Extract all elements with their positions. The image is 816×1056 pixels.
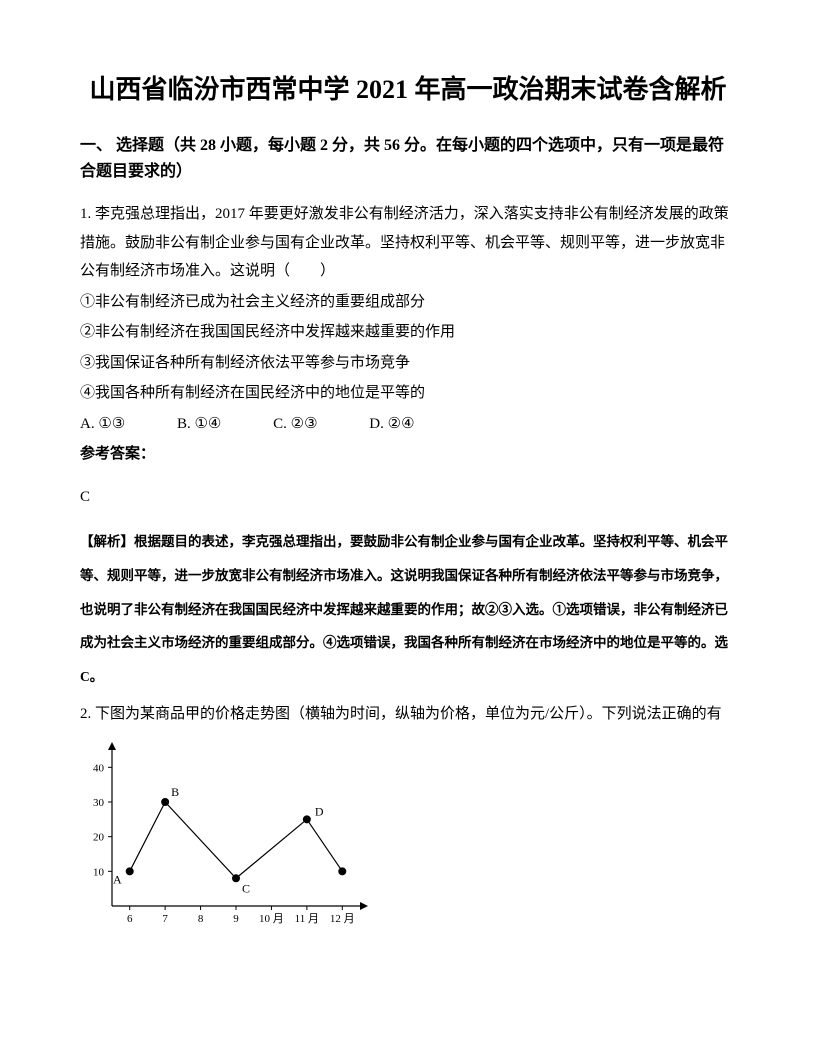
svg-text:10 月: 10 月 [259, 913, 284, 925]
page-title: 山西省临汾市西常中学 2021 年高一政治期末试卷含解析 [80, 70, 736, 109]
svg-text:20: 20 [93, 832, 105, 844]
svg-text:10: 10 [93, 867, 105, 879]
q1-opt-b: B. ①④ [177, 410, 221, 439]
svg-text:9: 9 [233, 913, 239, 925]
svg-text:7: 7 [162, 913, 168, 925]
svg-text:A: A [113, 873, 122, 887]
svg-text:40: 40 [93, 763, 105, 775]
q1-choice-3: ③我国保证各种所有制经济依法平等参与市场竞争 [80, 349, 736, 378]
svg-text:D: D [315, 805, 324, 819]
q1-answer-letter: C [80, 483, 736, 512]
q1-stem: 1. 李克强总理指出，2017 年要更好激发非公有制经济活力，深入落实支持非公有… [80, 200, 736, 286]
svg-text:B: B [171, 785, 179, 799]
q1-choice-2: ②非公有制经济在我国国民经济中发挥越来越重要的作用 [80, 318, 736, 347]
q1-explanation: 【解析】根据题目的表述，李克强总理指出，要鼓励非公有制企业参与国有企业改革。坚持… [80, 525, 736, 694]
q1-choice-1: ①非公有制经济已成为社会主义经济的重要组成部分 [80, 288, 736, 317]
q2-chart: 10 20 30 40 6 7 8 9 10 月 11 月 12 月 A B C D [80, 740, 370, 941]
q1-opt-a: A. ①③ [80, 410, 125, 439]
q2-stem: 2. 下图为某商品甲的价格走势图（横轴为时间，纵轴为价格，单位为元/公斤）。下列… [80, 700, 736, 729]
q1-opt-d: D. ②④ [369, 410, 414, 439]
q1-options: A. ①③ B. ①④ C. ②③ D. ②④ [80, 410, 736, 439]
svg-text:6: 6 [127, 913, 133, 925]
svg-text:30: 30 [93, 797, 105, 809]
q1-opt-c: C. ②③ [273, 410, 317, 439]
svg-text:12 月: 12 月 [330, 913, 355, 925]
svg-text:8: 8 [198, 913, 204, 925]
svg-text:11 月: 11 月 [295, 913, 319, 925]
section-heading: 一、 选择题（共 28 小题，每小题 2 分，共 56 分。在每小题的四个选项中… [80, 133, 736, 184]
q1-answer-label: 参考答案： [80, 440, 736, 469]
q1-choice-4: ④我国各种所有制经济在国民经济中的地位是平等的 [80, 379, 736, 408]
price-chart-svg: 10 20 30 40 6 7 8 9 10 月 11 月 12 月 A B C D [80, 740, 370, 930]
svg-text:C: C [242, 882, 250, 896]
